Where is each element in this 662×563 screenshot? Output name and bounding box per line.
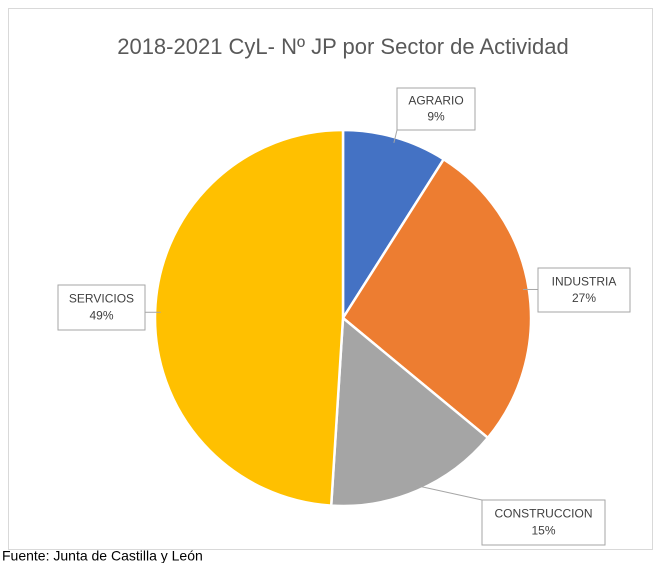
slice-value-label: 49% <box>89 309 113 323</box>
source-note: Fuente: Junta de Castilla y León <box>2 548 203 563</box>
slice-value-label: 9% <box>427 110 445 124</box>
slice-value-label: 27% <box>572 291 596 305</box>
slice-category-label: INDUSTRIA <box>552 274 617 288</box>
callout-leader <box>415 484 483 501</box>
callout-leader <box>393 129 398 143</box>
callout-box <box>57 284 146 331</box>
slice-category-label: SERVICIOS <box>69 292 134 306</box>
pie-slice <box>329 315 490 508</box>
callout-box <box>481 499 606 546</box>
callout-box <box>396 87 476 131</box>
slice-category-label: AGRARIO <box>408 94 463 108</box>
slice-category-label: CONSTRUCCION <box>495 507 593 521</box>
pie-slice <box>341 157 533 440</box>
callout-box <box>537 267 631 313</box>
chart-title: 2018-2021 CyL- Nº JP por Sector de Activ… <box>117 34 569 59</box>
slice-value-label: 15% <box>531 524 555 538</box>
